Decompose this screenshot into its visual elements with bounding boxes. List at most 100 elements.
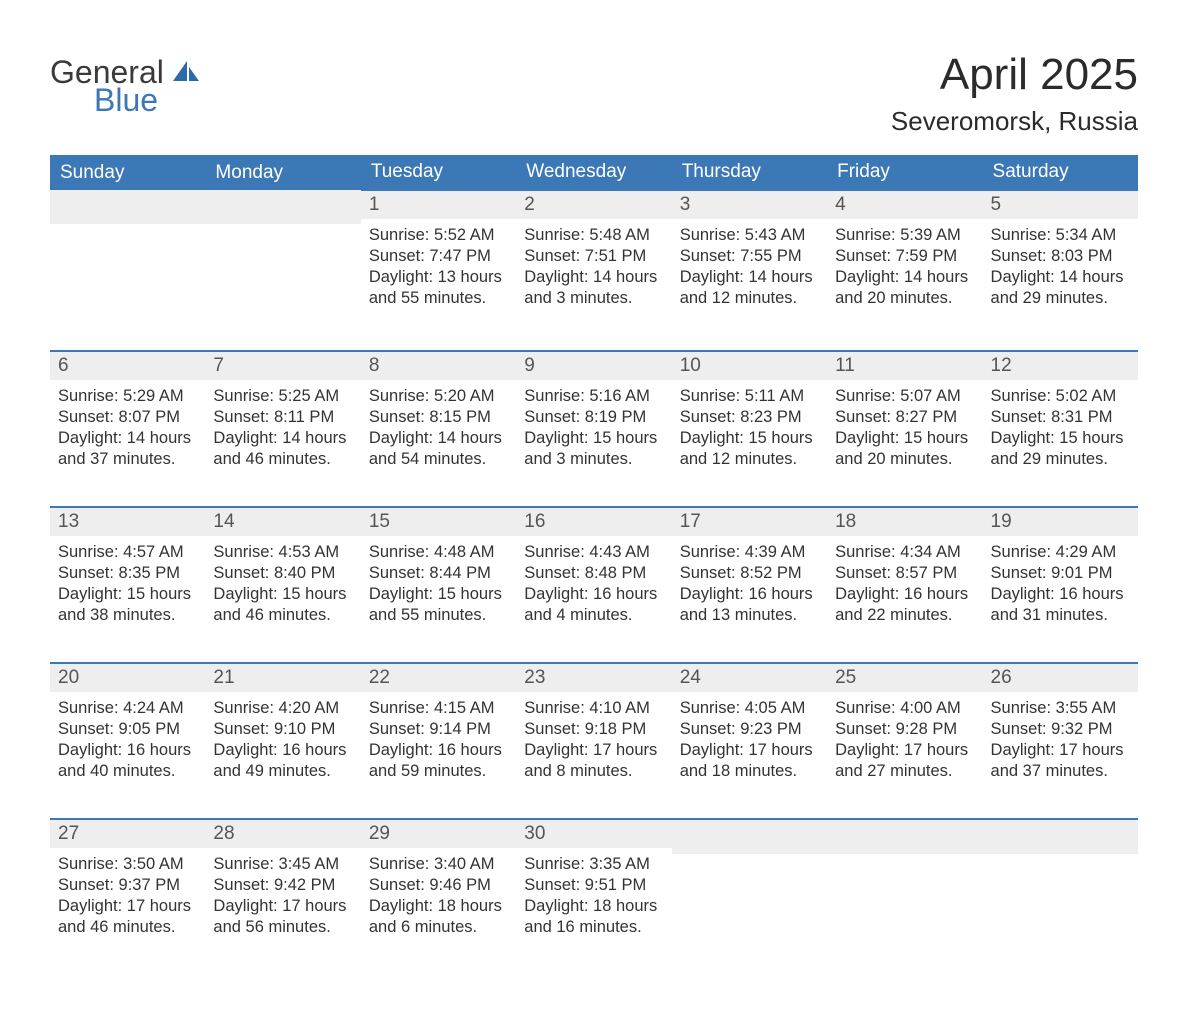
sunrise-text: Sunrise: 5:11 AM — [680, 386, 819, 407]
sunset-text: Sunset: 9:18 PM — [524, 719, 663, 740]
daylight-text-cont: and 20 minutes. — [835, 449, 974, 470]
day-details: Sunrise: 5:07 AMSunset: 8:27 PMDaylight:… — [827, 380, 982, 506]
day-number — [672, 820, 827, 854]
sunset-text: Sunset: 8:27 PM — [835, 407, 974, 428]
sunrise-text: Sunrise: 4:15 AM — [369, 698, 508, 719]
day-number: 29 — [361, 820, 516, 848]
daylight-text-cont: and 6 minutes. — [369, 917, 508, 938]
daylight-text: Daylight: 17 hours — [991, 740, 1130, 761]
daylight-text: Daylight: 15 hours — [58, 584, 197, 605]
sunrise-text: Sunrise: 5:16 AM — [524, 386, 663, 407]
daylight-text-cont: and 37 minutes. — [991, 761, 1130, 782]
daylight-text: Daylight: 14 hours — [680, 267, 819, 288]
calendar-cell — [672, 819, 827, 980]
day-number: 5 — [983, 191, 1138, 219]
daylight-text-cont: and 29 minutes. — [991, 288, 1130, 309]
title-month: April 2025 — [891, 50, 1138, 100]
day-details: Sunrise: 4:34 AMSunset: 8:57 PMDaylight:… — [827, 536, 982, 662]
day-number: 4 — [827, 191, 982, 219]
calendar-cell — [983, 819, 1138, 980]
daylight-text: Daylight: 14 hours — [213, 428, 352, 449]
weekday-header: Wednesday — [516, 155, 671, 190]
day-details: Sunrise: 5:39 AMSunset: 7:59 PMDaylight:… — [827, 219, 982, 345]
daylight-text: Daylight: 14 hours — [991, 267, 1130, 288]
calendar-cell: 3Sunrise: 5:43 AMSunset: 7:55 PMDaylight… — [672, 190, 827, 351]
sunrise-text: Sunrise: 3:40 AM — [369, 854, 508, 875]
day-number — [205, 190, 360, 224]
calendar-cell: 13Sunrise: 4:57 AMSunset: 8:35 PMDayligh… — [50, 507, 205, 663]
daylight-text: Daylight: 17 hours — [213, 896, 352, 917]
sunrise-text: Sunrise: 4:24 AM — [58, 698, 197, 719]
day-details: Sunrise: 4:05 AMSunset: 9:23 PMDaylight:… — [672, 692, 827, 818]
sunrise-text: Sunrise: 5:34 AM — [991, 225, 1130, 246]
calendar-cell: 19Sunrise: 4:29 AMSunset: 9:01 PMDayligh… — [983, 507, 1138, 663]
day-details: Sunrise: 3:45 AMSunset: 9:42 PMDaylight:… — [205, 848, 360, 974]
sunset-text: Sunset: 9:37 PM — [58, 875, 197, 896]
sunset-text: Sunset: 7:47 PM — [369, 246, 508, 267]
sunrise-text: Sunrise: 4:34 AM — [835, 542, 974, 563]
daylight-text: Daylight: 16 hours — [213, 740, 352, 761]
sunset-text: Sunset: 9:51 PM — [524, 875, 663, 896]
sunrise-text: Sunrise: 3:45 AM — [213, 854, 352, 875]
calendar-cell: 6Sunrise: 5:29 AMSunset: 8:07 PMDaylight… — [50, 351, 205, 507]
daylight-text-cont: and 46 minutes. — [58, 917, 197, 938]
daylight-text-cont: and 29 minutes. — [991, 449, 1130, 470]
day-details: Sunrise: 4:53 AMSunset: 8:40 PMDaylight:… — [205, 536, 360, 662]
calendar-page: General Blue April 2025 Severomorsk, Rus… — [0, 0, 1188, 1020]
title-location: Severomorsk, Russia — [891, 106, 1138, 137]
day-number: 7 — [205, 352, 360, 380]
day-details: Sunrise: 5:29 AMSunset: 8:07 PMDaylight:… — [50, 380, 205, 506]
daylight-text-cont: and 13 minutes. — [680, 605, 819, 626]
daylight-text: Daylight: 14 hours — [524, 267, 663, 288]
daylight-text: Daylight: 16 hours — [991, 584, 1130, 605]
daylight-text: Daylight: 15 hours — [835, 428, 974, 449]
calendar-cell: 28Sunrise: 3:45 AMSunset: 9:42 PMDayligh… — [205, 819, 360, 980]
daylight-text-cont: and 59 minutes. — [369, 761, 508, 782]
sunrise-text: Sunrise: 4:05 AM — [680, 698, 819, 719]
day-number: 15 — [361, 508, 516, 536]
day-number: 6 — [50, 352, 205, 380]
daylight-text: Daylight: 15 hours — [991, 428, 1130, 449]
day-number: 18 — [827, 508, 982, 536]
sunrise-text: Sunrise: 3:50 AM — [58, 854, 197, 875]
sunrise-text: Sunrise: 5:48 AM — [524, 225, 663, 246]
day-details: Sunrise: 4:48 AMSunset: 8:44 PMDaylight:… — [361, 536, 516, 662]
sunset-text: Sunset: 7:59 PM — [835, 246, 974, 267]
daylight-text: Daylight: 17 hours — [835, 740, 974, 761]
day-number: 22 — [361, 664, 516, 692]
sunrise-text: Sunrise: 4:20 AM — [213, 698, 352, 719]
daylight-text-cont: and 12 minutes. — [680, 288, 819, 309]
daylight-text: Daylight: 16 hours — [369, 740, 508, 761]
day-details — [827, 854, 982, 980]
calendar-cell: 4Sunrise: 5:39 AMSunset: 7:59 PMDaylight… — [827, 190, 982, 351]
calendar-cell — [827, 819, 982, 980]
day-number — [50, 190, 205, 224]
daylight-text-cont: and 3 minutes. — [524, 288, 663, 309]
calendar-cell: 23Sunrise: 4:10 AMSunset: 9:18 PMDayligh… — [516, 663, 671, 819]
weekday-header: Saturday — [983, 155, 1138, 190]
calendar-cell: 21Sunrise: 4:20 AMSunset: 9:10 PMDayligh… — [205, 663, 360, 819]
sunset-text: Sunset: 9:10 PM — [213, 719, 352, 740]
daylight-text: Daylight: 16 hours — [58, 740, 197, 761]
daylight-text-cont: and 54 minutes. — [369, 449, 508, 470]
day-number — [983, 820, 1138, 854]
calendar-cell: 12Sunrise: 5:02 AMSunset: 8:31 PMDayligh… — [983, 351, 1138, 507]
day-details: Sunrise: 5:20 AMSunset: 8:15 PMDaylight:… — [361, 380, 516, 506]
calendar-cell: 5Sunrise: 5:34 AMSunset: 8:03 PMDaylight… — [983, 190, 1138, 351]
day-number: 19 — [983, 508, 1138, 536]
sunset-text: Sunset: 9:23 PM — [680, 719, 819, 740]
calendar-week-row: 13Sunrise: 4:57 AMSunset: 8:35 PMDayligh… — [50, 507, 1138, 663]
calendar-week-row: 6Sunrise: 5:29 AMSunset: 8:07 PMDaylight… — [50, 351, 1138, 507]
calendar-cell: 7Sunrise: 5:25 AMSunset: 8:11 PMDaylight… — [205, 351, 360, 507]
daylight-text-cont: and 20 minutes. — [835, 288, 974, 309]
sunrise-text: Sunrise: 5:39 AM — [835, 225, 974, 246]
day-number: 25 — [827, 664, 982, 692]
title-block: April 2025 Severomorsk, Russia — [891, 50, 1138, 137]
sunset-text: Sunset: 9:28 PM — [835, 719, 974, 740]
daylight-text-cont: and 55 minutes. — [369, 288, 508, 309]
sunrise-text: Sunrise: 3:35 AM — [524, 854, 663, 875]
day-details: Sunrise: 5:02 AMSunset: 8:31 PMDaylight:… — [983, 380, 1138, 506]
calendar-table: Sunday Monday Tuesday Wednesday Thursday… — [50, 155, 1138, 980]
sunset-text: Sunset: 9:01 PM — [991, 563, 1130, 584]
daylight-text-cont: and 31 minutes. — [991, 605, 1130, 626]
